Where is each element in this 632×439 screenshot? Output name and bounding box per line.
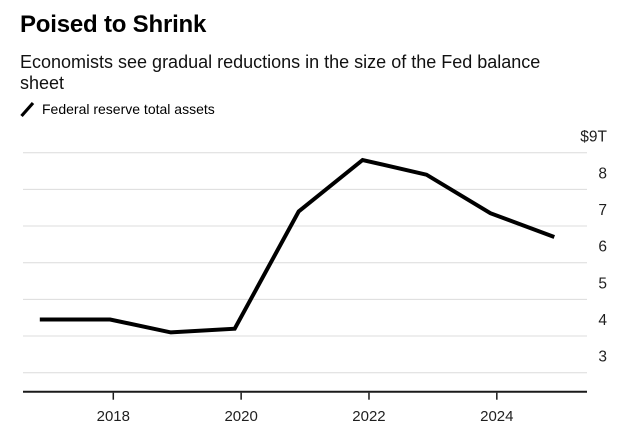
y-axis-label: 5: [598, 275, 607, 292]
legend-label: Federal reserve total assets: [42, 101, 215, 117]
y-axis-label: 7: [598, 202, 607, 219]
chart-title: Poised to Shrink: [20, 11, 207, 38]
y-axis-label: 8: [598, 165, 607, 182]
line-slash-icon: [20, 101, 35, 118]
x-axis-label: 2024: [480, 408, 513, 425]
chart-subtitle: Economists see gradual reductions in the…: [20, 52, 541, 93]
y-axis-label: 3: [598, 349, 607, 366]
y-axis-label: $9T: [580, 129, 607, 146]
y-axis-label: 4: [598, 312, 607, 329]
x-axis-label: 2022: [352, 408, 385, 425]
data-line: [39, 157, 555, 335]
legend: Federal reserve total assets: [20, 101, 215, 118]
x-axis-label: 2020: [224, 408, 257, 425]
y-axis-label: 6: [598, 239, 607, 256]
x-axis-label: 2018: [97, 408, 130, 425]
